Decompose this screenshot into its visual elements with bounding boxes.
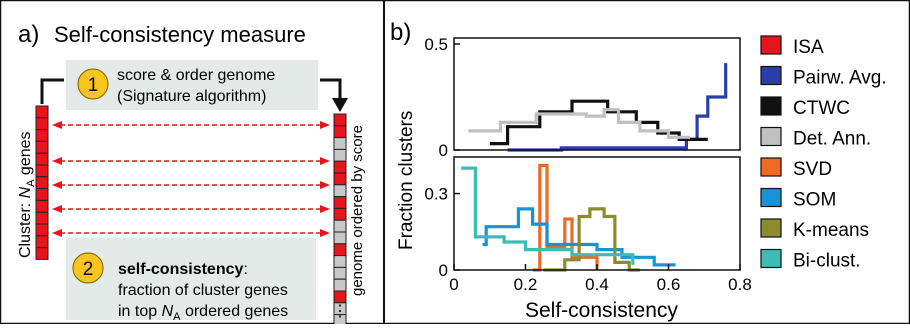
match-arrow-head-right: [320, 121, 330, 129]
plot-frame: [453, 37, 741, 151]
step2-number: 2: [83, 259, 94, 280]
legend-swatch: [760, 35, 782, 55]
legend: ISA Pairw. Avg. CTWC Det. Ann. SVD SOM K-means…: [760, 35, 887, 272]
genome-ellipsis: ⋮: [332, 303, 348, 320]
cluster-cell: [35, 223, 49, 237]
y-axis-label: Fraction clusters: [396, 111, 417, 250]
y-tick-label: 0.5: [424, 35, 448, 54]
plot-frame: [453, 156, 741, 271]
y-tick-label: 0: [439, 141, 448, 160]
legend-swatch: [760, 157, 782, 177]
panel-b-label: b): [390, 19, 411, 46]
genome-cell: [333, 207, 347, 221]
genome-cell: [333, 231, 347, 245]
genome-axis-label: genome ordered by score: [349, 125, 366, 296]
panel-a-title: Self-consistency measure: [54, 22, 306, 47]
y-tick-label: 0: [439, 261, 448, 280]
cluster-column: [35, 105, 49, 260]
x-tick-label: 0.6: [657, 275, 681, 294]
genome-cell: [333, 184, 347, 198]
genome-cell: [333, 160, 347, 174]
cluster-cell: [35, 188, 49, 201]
genome-cell: [333, 266, 347, 280]
legend-label: Pairw. Avg.: [793, 68, 887, 89]
bracket-arrowhead: [332, 98, 348, 112]
cluster-cell: [35, 129, 49, 142]
x-tick-label: 0.8: [728, 275, 752, 294]
legend-swatch: [760, 218, 782, 238]
series-line-k-means: [543, 207, 640, 272]
legend-label: CTWC: [793, 98, 850, 119]
genome-cell: [333, 113, 347, 127]
bracket-line: [40, 78, 342, 104]
genome-cell: [333, 196, 347, 209]
genome-cell: [333, 148, 347, 162]
genome-column: [333, 113, 347, 329]
legend-swatch: [760, 96, 782, 116]
legend-swatch: [760, 187, 782, 208]
cluster-cell: [35, 176, 49, 190]
match-arrow-head-right: [320, 157, 330, 165]
legend-label: K-means: [793, 220, 869, 241]
match-arrow-head-right: [320, 229, 330, 237]
plot-bottom: 0 0.3 0 0.2 0.4 0.6 0.8: [424, 156, 752, 294]
genome-cell: [333, 125, 347, 139]
match-arrow-head-right: [320, 181, 330, 189]
genome-cell: [333, 278, 347, 292]
step2-badge: [72, 252, 104, 284]
cluster-cell: [35, 235, 49, 249]
cluster-cell: [35, 199, 49, 213]
match-arrow-head-left: [52, 229, 62, 237]
plot-top: 00.5: [424, 35, 741, 160]
step1-number: 1: [88, 75, 99, 96]
step1-line2: (Signature algorithm): [117, 88, 266, 105]
legend-label: ISA: [793, 37, 824, 58]
legend-label: SVD: [793, 159, 832, 180]
series-line-det-ann: [468, 108, 690, 139]
cluster-cell: [35, 211, 49, 225]
match-arrows: [52, 121, 330, 237]
match-arrow-head-left: [52, 121, 62, 129]
step2-line1: self-consistency:: [118, 261, 248, 278]
cluster-cell: [35, 152, 49, 166]
cluster-cell: [35, 105, 49, 119]
legend-label: SOM: [793, 190, 836, 211]
series-line-som: [482, 207, 676, 267]
match-arrow-head-left: [52, 181, 62, 189]
genome-cell: [333, 255, 347, 268]
genome-cell: [333, 172, 347, 186]
step1-badge: [77, 68, 109, 100]
x-tick-label: 0: [449, 275, 458, 294]
cluster-axis-label: Cluster: NA genes: [17, 131, 37, 258]
legend-swatch: [760, 126, 782, 147]
series-line-pairw-avg: [507, 63, 728, 152]
x-axis-label: Self-consistency: [525, 299, 678, 322]
genome-cell: [333, 137, 347, 150]
cluster-cell: [35, 247, 49, 260]
y-tick-label: 0.3: [424, 185, 448, 204]
legend-swatch: [760, 248, 782, 269]
series-line-bi-clust: [461, 166, 635, 265]
genome-cell: [333, 243, 347, 257]
legend-swatch: [760, 65, 782, 86]
x-tick-label: 0.2: [514, 275, 538, 294]
panel-a-label: a): [18, 21, 39, 48]
genome-cell: [333, 290, 347, 304]
step2-box: [66, 238, 316, 320]
match-arrow-head-left: [52, 205, 62, 213]
cluster-cell: [35, 140, 49, 154]
match-arrow-head-left: [52, 157, 62, 165]
cluster-cell: [35, 117, 49, 131]
genome-cell: [333, 219, 347, 233]
x-tick-label: 0.4: [585, 275, 609, 294]
legend-label: Det. Ann.: [793, 129, 871, 150]
step1-line1: score & order genome: [117, 67, 275, 84]
legend-label: Bi-clust.: [793, 251, 861, 272]
step2-line2: fraction of cluster genes: [118, 282, 288, 299]
cluster-cell: [35, 164, 49, 178]
step2-line3: in top NA ordered genes: [118, 303, 288, 323]
match-arrow-head-right: [320, 205, 330, 213]
